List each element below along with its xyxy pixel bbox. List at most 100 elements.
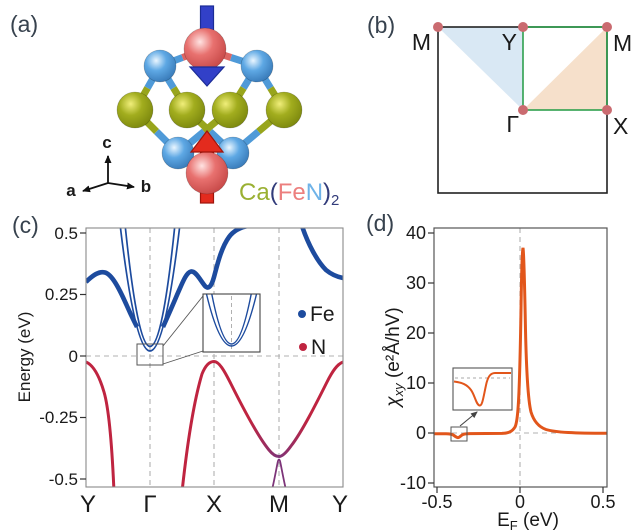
chi-subscript: xy bbox=[391, 382, 406, 398]
bz-label-x: X bbox=[613, 113, 628, 139]
n-atom bbox=[216, 136, 250, 170]
bz-point-gamma bbox=[518, 105, 528, 115]
bz-high-symmetry-points bbox=[433, 22, 612, 115]
ca-atom bbox=[265, 91, 303, 129]
n-band-left bbox=[86, 360, 116, 487]
ca-atom bbox=[211, 91, 249, 129]
inset-band-outer bbox=[205, 294, 258, 347]
ytick-c-1: 0.25 bbox=[45, 285, 78, 304]
ytick-c-2: 0 bbox=[69, 347, 78, 366]
panel-b-brillouin-zone: (b) M Y M Γ X bbox=[367, 12, 632, 194]
zoom-connector-top bbox=[162, 295, 204, 347]
formula-subscript: 2 bbox=[331, 192, 339, 209]
ytick-d-0: 0 bbox=[416, 423, 426, 443]
chi-symbol: χ bbox=[383, 396, 404, 409]
panel-c-band-structure: (c) Fe bbox=[12, 212, 348, 518]
ytick-c-3: -0.25 bbox=[39, 408, 78, 427]
legend-label-fe: Fe bbox=[310, 303, 335, 326]
yaxis-title-c: Energy (eV) bbox=[15, 312, 34, 403]
yaxis-title-d: χxy (e²Å/hV) bbox=[383, 307, 406, 408]
zoom-source-box-d bbox=[450, 426, 468, 442]
bz-point-y bbox=[518, 22, 528, 32]
ef-units: (eV) bbox=[518, 510, 559, 531]
bz-point-m-topleft bbox=[433, 22, 443, 32]
panel-b-label: (b) bbox=[367, 12, 395, 38]
inset-band-inner bbox=[211, 294, 252, 345]
legend-label-n: N bbox=[311, 336, 326, 359]
bz-label-m-left: M bbox=[412, 29, 431, 55]
fe-band-split-inner bbox=[124, 228, 176, 348]
bz-label-y: Y bbox=[502, 29, 517, 55]
n-atom bbox=[161, 136, 195, 170]
ef-subscript: F bbox=[510, 518, 518, 531]
fe-band-left bbox=[86, 269, 140, 329]
formula-ca: Ca bbox=[239, 179, 270, 206]
ca-atom bbox=[168, 91, 206, 129]
fe-atom bbox=[183, 27, 227, 71]
b-axis-label: b bbox=[141, 177, 151, 196]
spin-up-arrowhead bbox=[189, 130, 225, 153]
bz-triangle-blue bbox=[438, 27, 523, 110]
bands bbox=[86, 228, 343, 487]
formula-fe: Fe bbox=[278, 179, 306, 206]
n-atom bbox=[143, 49, 177, 83]
n-atom bbox=[240, 49, 274, 83]
formula-paren-open: ( bbox=[270, 179, 278, 206]
panel-d-label: (d) bbox=[366, 210, 394, 236]
bz-label-gamma: Γ bbox=[506, 111, 519, 137]
bz-triangle-orange bbox=[523, 27, 607, 110]
xtick-d-05: 0.5 bbox=[590, 492, 615, 512]
yticks-c bbox=[80, 232, 86, 480]
xtick-c-y-left: Y bbox=[80, 491, 96, 518]
bz-quadrant-outline bbox=[522, 26, 608, 111]
xaxis-title-d: EF (eV) bbox=[497, 510, 559, 531]
zoom-source-box-c bbox=[136, 343, 164, 366]
fe-atom bbox=[185, 151, 229, 195]
ef-symbol: E bbox=[497, 510, 510, 531]
bz-point-x bbox=[602, 105, 612, 115]
chi-inset-curve-group bbox=[453, 372, 511, 407]
fe-band-my bbox=[300, 228, 343, 281]
chi-units: (e²Å/hV) bbox=[383, 307, 404, 383]
bond-halves-olive bbox=[131, 86, 287, 135]
fe-band-split-outer bbox=[119, 228, 181, 352]
legend-dot-n bbox=[299, 343, 307, 351]
n-band-anticross-v bbox=[271, 458, 287, 487]
a-axis-label: a bbox=[66, 181, 76, 200]
axes-triad bbox=[82, 155, 135, 193]
ytick-d-20: 20 bbox=[406, 323, 426, 343]
n-band-xmy bbox=[181, 359, 343, 487]
xtick-c-x: X bbox=[206, 491, 222, 518]
zoom-connector-bottom bbox=[162, 350, 204, 365]
xtick-d-m05: -0.5 bbox=[421, 492, 452, 512]
chi-inset-curve bbox=[453, 372, 511, 407]
ytick-c-0: 0.5 bbox=[54, 224, 78, 243]
panel-c-label: (c) bbox=[12, 212, 39, 238]
panel-a-crystal-structure: (a) bbox=[10, 5, 339, 209]
spin-down-arrowhead bbox=[188, 66, 226, 87]
ytick-c-4: -0.5 bbox=[49, 470, 78, 489]
bz-label-m-right: M bbox=[613, 30, 632, 56]
panel-a-label: (a) bbox=[10, 11, 38, 37]
xtick-c-y-right: Y bbox=[332, 491, 348, 518]
b-axis-arrow bbox=[107, 182, 135, 190]
band-inset-curves bbox=[205, 294, 258, 347]
a-axis-arrow bbox=[82, 182, 109, 193]
chi-curve-group bbox=[434, 247, 607, 440]
ytick-d-30: 30 bbox=[406, 273, 426, 293]
ca-atom bbox=[116, 91, 154, 129]
xtick-c-m: M bbox=[269, 491, 289, 518]
formula-ca-fen2: Ca(FeN)2 bbox=[239, 179, 339, 209]
xtick-d-0: 0 bbox=[515, 492, 525, 512]
ytick-d-10: 10 bbox=[406, 373, 426, 393]
ytick-d-m10: -10 bbox=[400, 473, 426, 493]
atoms bbox=[116, 27, 303, 195]
chi-curve bbox=[434, 247, 607, 440]
formula-n: N bbox=[306, 179, 323, 206]
bz-point-m-topright bbox=[602, 22, 612, 32]
xtick-c-gamma: Γ bbox=[143, 491, 156, 518]
fe-band-right bbox=[160, 228, 250, 328]
panel-d-susceptibility: (d) 40 30 20 10 0 -10 -0.5 bbox=[366, 210, 616, 531]
